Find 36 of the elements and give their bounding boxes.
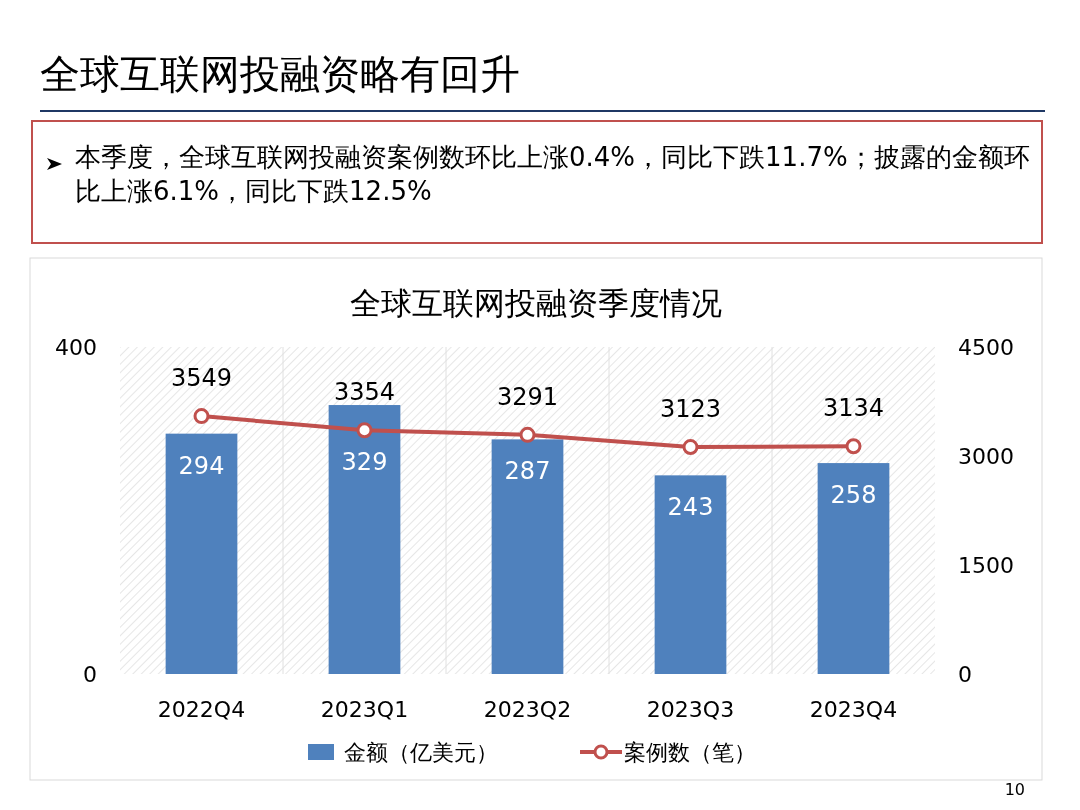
- text: 本季度，全球互联网投融资案例数环比上涨0.4%，同比下跌11.7%；披露的金额环比上涨6.1%，同比下跌12.5%: [74, 141, 1030, 208]
- data-label: 3549: [170, 364, 233, 393]
- legend-label: 金额（亿美元）: [344, 740, 498, 765]
- x-tick-label: 2023Q1: [320, 697, 409, 722]
- y2-tick-label: 0: [958, 662, 972, 687]
- bar: [328, 405, 401, 674]
- x-tick-label: 2023Q2: [483, 697, 572, 722]
- x-tick-label: 2023Q3: [646, 697, 735, 722]
- y2-tick-label: 1500: [958, 553, 1014, 578]
- data-label: 329: [341, 448, 388, 477]
- y2-tick-label: 3000: [958, 444, 1014, 469]
- point: [682, 439, 699, 456]
- legend-label: 案例数（笔）: [624, 740, 756, 765]
- point: [193, 408, 210, 425]
- point: [845, 438, 862, 455]
- bar: [817, 463, 890, 674]
- bar: [654, 475, 727, 674]
- bar: [491, 439, 564, 674]
- data-label: 3291: [496, 382, 559, 411]
- x-tick-label: 2023Q4: [809, 697, 898, 722]
- y2-tick-label: 4500: [958, 335, 1014, 360]
- data-label: 3123: [659, 395, 722, 424]
- bar: [165, 433, 238, 674]
- data-label: 294: [178, 451, 225, 480]
- x-tick-label: 2022Q4: [157, 697, 246, 722]
- y-tick-label: 400: [55, 335, 97, 360]
- data-label: 258: [830, 481, 877, 510]
- chart-title: 全球互联网投融资略有回升: [40, 51, 520, 97]
- data-label: 287: [504, 457, 551, 486]
- data-label: 243: [667, 493, 714, 522]
- point: [356, 422, 373, 439]
- point: [519, 426, 536, 443]
- data-label: 3134: [822, 394, 885, 423]
- chart-subtitle: 全球互联网投融资季度情况: [350, 285, 722, 321]
- text: 10: [1004, 780, 1025, 799]
- data-label: 3354: [333, 378, 396, 407]
